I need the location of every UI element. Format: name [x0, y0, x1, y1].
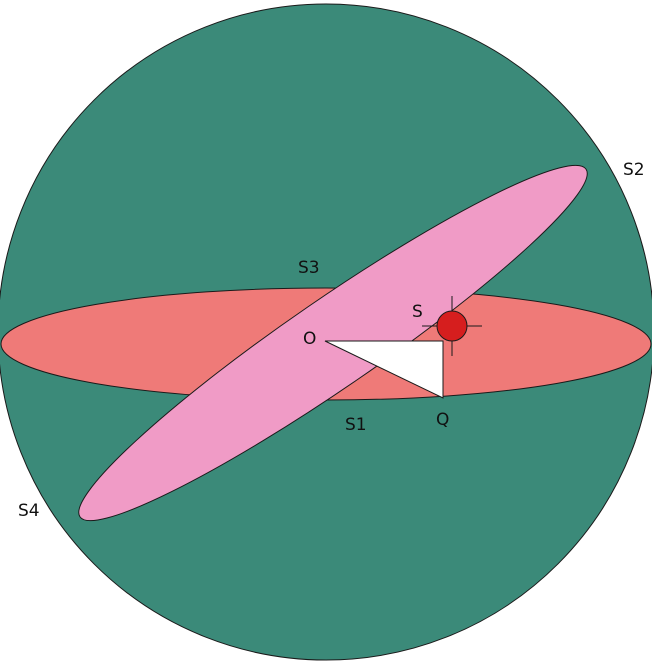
label-s2: S2 [623, 160, 645, 180]
label-s4: S4 [18, 501, 40, 521]
triangle-oqs [324, 340, 444, 399]
label-q: Q [436, 410, 450, 430]
label-o: O [303, 329, 317, 349]
star-s-marker [422, 296, 482, 356]
label-s3: S3 [298, 258, 320, 278]
label-s1: S1 [345, 415, 367, 435]
label-s: S [412, 302, 423, 322]
